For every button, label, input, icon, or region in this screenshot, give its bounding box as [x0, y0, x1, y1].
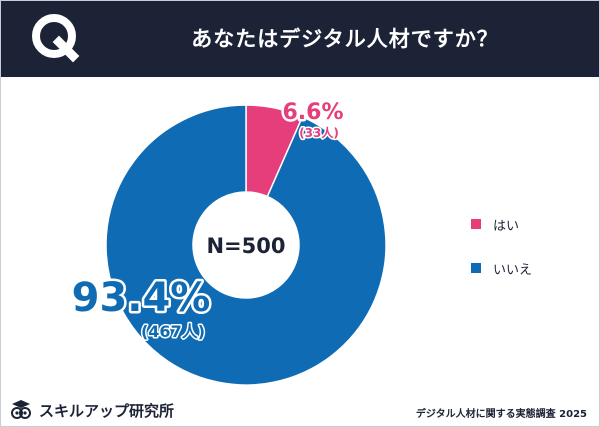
header-bar: あなたはデジタル人材ですか？	[1, 1, 599, 77]
data-label-yes-count: (33人)	[299, 125, 339, 140]
legend-item-yes: はい	[471, 214, 532, 234]
chart-area: N=500 6.6% (33人) 93.4% (467人)	[1, 77, 599, 395]
survey-note: デジタル人材に関する実態調査 2025	[415, 409, 587, 420]
data-label-yes-percent: 6.6%	[282, 100, 343, 125]
legend: はい いいえ	[471, 214, 532, 302]
brand-name: スキルアップ研究所	[39, 401, 175, 420]
legend-label-no: いいえ	[493, 262, 533, 278]
data-label-no-percent: 93.4%	[72, 275, 211, 321]
pie-chart: N=500 6.6%(33人) 93.4%(467人)	[69, 98, 387, 386]
brand-logo: スキルアップ研究所	[9, 397, 174, 423]
page-title: あなたはデジタル人材ですか？	[191, 27, 499, 51]
legend-swatch-no	[471, 263, 481, 273]
legend-swatch-yes	[471, 219, 481, 229]
pie-slice-no	[105, 104, 387, 386]
legend-item-no: いいえ	[471, 258, 532, 278]
owl-icon	[11, 400, 31, 419]
legend-label-yes: はい	[493, 218, 520, 234]
q-badge-icon	[31, 13, 81, 63]
data-label-no-count: (467人)	[141, 322, 205, 341]
center-label: N=500	[206, 234, 285, 258]
